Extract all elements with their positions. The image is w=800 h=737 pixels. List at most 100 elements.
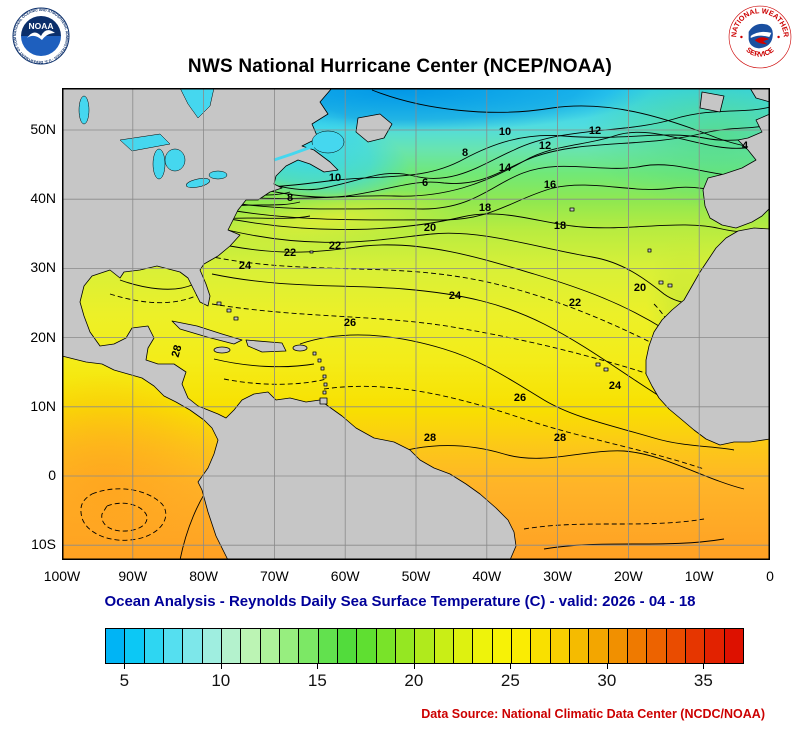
colorbar-tick (703, 664, 705, 669)
land-jamaica (213, 346, 231, 354)
contour-line-dashed (80, 488, 167, 541)
land-britain (749, 88, 770, 103)
colorbar-cell (279, 629, 300, 663)
colorbar-tick-label: 10 (211, 671, 231, 690)
land-antilles (320, 366, 325, 371)
land-ireland (699, 91, 725, 113)
colorbar-cell (511, 629, 532, 663)
colorbar-cell (299, 629, 319, 663)
colorbar-tick-label: 15 (307, 671, 327, 690)
colorbar-cell (666, 629, 686, 663)
colorbar-cell (608, 629, 628, 663)
land-antilles (322, 390, 327, 395)
lon-label-70W: 70W (259, 568, 289, 584)
nws-logo-graphic: NATIONAL WEATHER SERVICE (728, 5, 792, 69)
colorbar-tick (510, 664, 512, 669)
contour-line (353, 445, 745, 490)
contour-label: 10 (499, 126, 511, 138)
lon-label-60W: 60W (330, 568, 360, 584)
lon-label-40W: 40W (472, 568, 502, 584)
sst-map-canvas: 10 12 12 4 8 6 14 16 10 8 18 18 20 20 22 22 22 24 24 24 26 26… (62, 88, 770, 560)
colorbar-tick (124, 664, 126, 669)
nws-star-right (777, 35, 780, 39)
colorbar-cell (531, 629, 551, 663)
colorbar-tick (413, 664, 415, 669)
contour-label: 18 (554, 220, 566, 232)
nws-bird-icon (754, 37, 770, 45)
lon-label-30W: 30W (543, 568, 572, 584)
noaa-acronym: NOAA (28, 21, 53, 31)
colorbar-cell (627, 629, 648, 663)
contour-line-dashed (101, 502, 148, 532)
contour-line (119, 279, 195, 290)
contour-line (371, 89, 770, 148)
colorbar-tick-label: 35 (693, 671, 713, 690)
contour-label: 16 (544, 179, 556, 191)
contour-line (211, 106, 770, 191)
contour-label: 20 (424, 222, 436, 234)
lon-label-0: 0 (766, 568, 774, 584)
contour-labels: 10 12 12 4 8 6 14 16 10 8 18 18 20 20 22 22 22 24 24 24 26 26… (170, 125, 749, 444)
colorbar-cell (569, 629, 590, 663)
lat-label-30N: 30N (30, 259, 56, 276)
contour-line-dashed (323, 385, 705, 470)
land-cape-verde (603, 367, 609, 372)
contour-line (212, 164, 770, 210)
page-title: NWS National Hurricane Center (NCEP/NOAA… (187, 56, 613, 77)
contour-label: 8 (287, 192, 293, 204)
contour-line-dashed (223, 378, 327, 385)
colorbar-tick (606, 664, 608, 669)
colorbar-cell (337, 629, 358, 663)
colorbar-cell (705, 629, 725, 663)
contour-label: 26 (514, 392, 526, 404)
land-bermuda (309, 250, 314, 254)
colorbar-tick-label: 5 (119, 671, 130, 690)
data-source-text: Data Source: National Climatic Data Cent… (421, 707, 765, 721)
contour-line (543, 538, 725, 550)
contour-label: 26 (344, 317, 356, 329)
colorbar-cell (163, 629, 184, 663)
contour-line-dashed (523, 518, 705, 530)
lon-label-80W: 80W (189, 568, 218, 584)
lat-label-50N: 50N (30, 121, 56, 137)
colorbar-tick-label: 20 (404, 671, 424, 690)
contour-label: 14 (499, 162, 512, 174)
gulf-of-st-lawrence (311, 130, 345, 154)
nws-logo: NATIONAL WEATHER SERVICE (728, 5, 792, 69)
contour-line (211, 134, 770, 189)
lon-label-50W: 50W (401, 568, 431, 584)
lake-michigan (152, 148, 166, 180)
colorbar-cell (395, 629, 416, 663)
noaa-logo-graphic: NATIONAL OCEANIC AND ATMOSPHERIC ADMINIS… (11, 4, 70, 65)
land-bahamas (216, 301, 222, 306)
colorbar-cell (106, 629, 126, 663)
lon-label-20W: 20W (613, 568, 643, 584)
contour-label: 22 (329, 240, 341, 252)
contour-line (209, 213, 770, 233)
contour-line (213, 131, 770, 199)
land-bahamas (226, 308, 232, 313)
colorbar-cell (260, 629, 280, 663)
land-antilles (322, 374, 327, 379)
colorbar-cell (183, 629, 203, 663)
colorbar-cell (221, 629, 242, 663)
colorbar-cell (473, 629, 493, 663)
land-trinidad (319, 397, 328, 405)
colorbar-cell (647, 629, 667, 663)
land-americas (62, 88, 517, 560)
colorbar-cell (453, 629, 474, 663)
contour-label: 6 (422, 177, 428, 189)
contour-label: 24 (449, 290, 462, 302)
map-subtitle: Ocean Analysis - Reynolds Daily Sea Surf… (104, 593, 696, 610)
contour-label: 28 (170, 344, 185, 359)
lat-label-0: 0 (48, 467, 56, 483)
contour-label: 4 (742, 140, 749, 152)
contour-line (299, 334, 735, 451)
land-bahamas (233, 316, 239, 321)
contour-line-dashed (109, 293, 201, 304)
contour-line (211, 184, 770, 221)
contour-label: 22 (284, 247, 296, 259)
contour-line (203, 123, 770, 198)
st-lawrence-river (273, 144, 315, 162)
